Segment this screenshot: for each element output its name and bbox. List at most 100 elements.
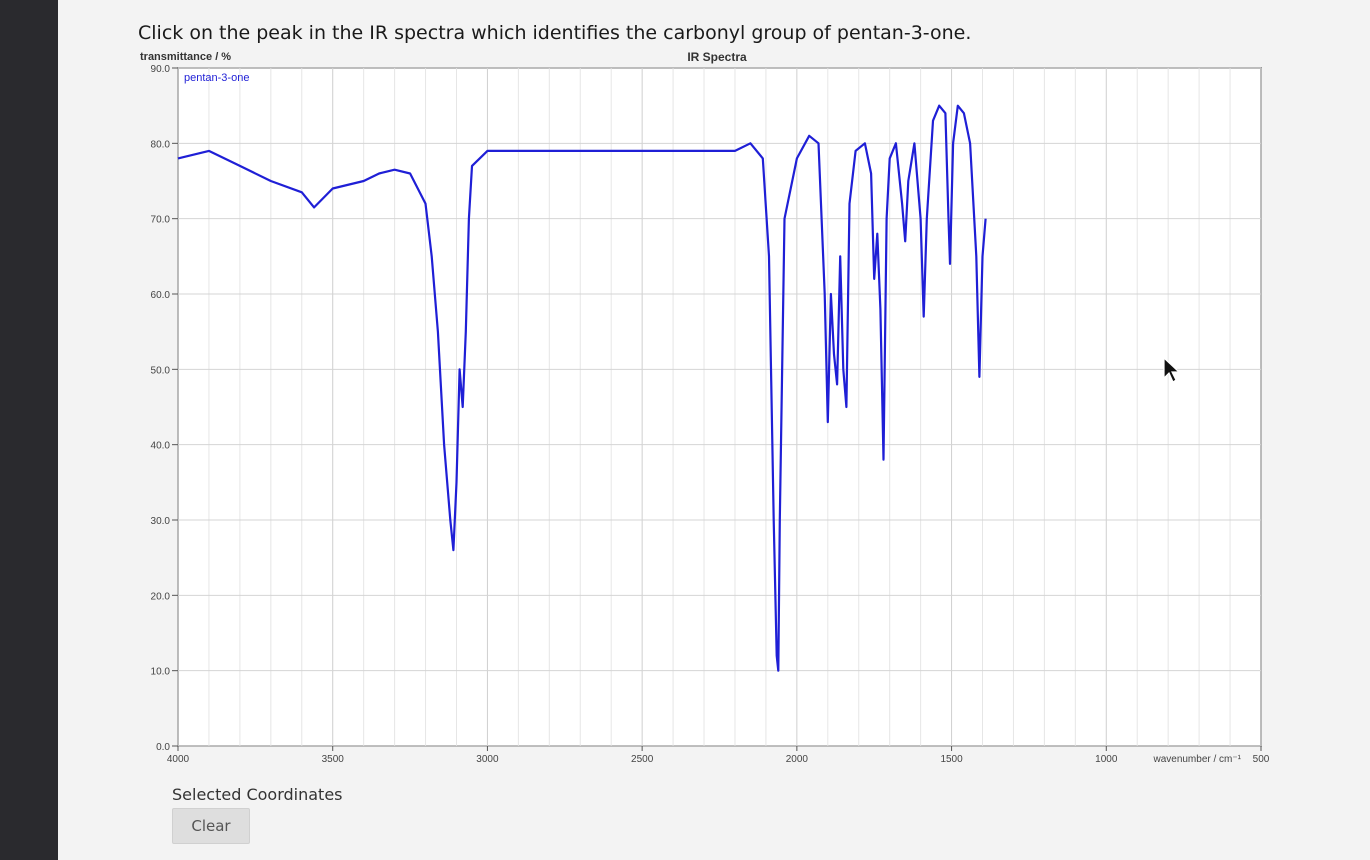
spectrum-point[interactable] bbox=[921, 314, 926, 319]
spectrum-point[interactable] bbox=[906, 179, 911, 184]
ir-spectrum-chart[interactable]: transmittance / % IR Spectra 0.0 10.0 20.0… bbox=[58, 0, 1370, 780]
spectrum-point[interactable] bbox=[887, 156, 892, 161]
spectrum-point[interactable] bbox=[847, 201, 852, 206]
selected-coordinates-label: Selected Coordinates bbox=[172, 785, 343, 804]
spectrum-point[interactable] bbox=[831, 352, 836, 357]
spectrum-point[interactable] bbox=[951, 141, 956, 146]
spectrum-point[interactable] bbox=[774, 653, 779, 658]
spectrum-point[interactable] bbox=[961, 111, 966, 116]
spectrum-point[interactable] bbox=[794, 156, 799, 161]
spectrum-point[interactable] bbox=[237, 163, 242, 168]
spectrum-point[interactable] bbox=[943, 111, 948, 116]
spectrum-point[interactable] bbox=[466, 216, 471, 221]
chart-title: IR Spectra bbox=[687, 50, 747, 64]
spectrum-point[interactable] bbox=[900, 201, 905, 206]
spectrum-point[interactable] bbox=[968, 141, 973, 146]
spectrum-point[interactable] bbox=[748, 141, 753, 146]
spectrum-point[interactable] bbox=[299, 190, 304, 195]
clear-button[interactable]: Clear bbox=[172, 808, 250, 844]
spectrum-point[interactable] bbox=[869, 171, 874, 176]
spectrum-point[interactable] bbox=[435, 329, 440, 334]
spectrum-point[interactable] bbox=[924, 216, 929, 221]
spectrum-point[interactable] bbox=[977, 374, 982, 379]
x-tick-label: 2500 bbox=[631, 754, 654, 765]
spectrum-point[interactable] bbox=[838, 254, 843, 259]
spectrum-point[interactable] bbox=[946, 216, 951, 221]
spectrum-point[interactable] bbox=[451, 548, 456, 553]
mouse-cursor-icon bbox=[1163, 356, 1181, 383]
y-tick-label: 50.0 bbox=[151, 365, 171, 376]
spectrum-point[interactable] bbox=[463, 329, 468, 334]
spectrum-point[interactable] bbox=[931, 118, 936, 123]
spectrum-point[interactable] bbox=[442, 442, 447, 447]
spectrum-point[interactable] bbox=[872, 276, 877, 281]
spectrum-point[interactable] bbox=[893, 141, 898, 146]
spectrum-point[interactable] bbox=[948, 261, 953, 266]
y-tick-label: 60.0 bbox=[151, 290, 171, 301]
spectrum-point[interactable] bbox=[460, 405, 465, 410]
spectrum-point[interactable] bbox=[312, 205, 317, 210]
spectrum-point[interactable] bbox=[771, 518, 776, 523]
spectrum-point[interactable] bbox=[429, 254, 434, 259]
x-tick-label: 2000 bbox=[786, 754, 809, 765]
spectrum-point[interactable] bbox=[640, 148, 645, 153]
spectrum-point[interactable] bbox=[903, 239, 908, 244]
spectrum-point[interactable] bbox=[448, 518, 453, 523]
spectrum-point[interactable] bbox=[807, 133, 812, 138]
y-axis-label: transmittance / % bbox=[140, 51, 231, 63]
spectrum-point[interactable] bbox=[777, 518, 782, 523]
spectrum-point[interactable] bbox=[825, 420, 830, 425]
spectrum-point[interactable] bbox=[330, 186, 335, 191]
spectrum-point[interactable] bbox=[955, 103, 960, 108]
spectrum-point[interactable] bbox=[457, 367, 462, 372]
series-line-pentan-3-one[interactable] bbox=[177, 104, 987, 672]
spectrum-point[interactable] bbox=[816, 141, 821, 146]
plot-area[interactable] bbox=[177, 67, 1262, 747]
y-tick-label: 20.0 bbox=[151, 591, 171, 602]
spectrum-point[interactable] bbox=[844, 405, 849, 410]
spectrum-point[interactable] bbox=[875, 231, 880, 236]
spectrum-point[interactable] bbox=[732, 148, 737, 153]
spectrum-point[interactable] bbox=[884, 216, 889, 221]
spectrum-point[interactable] bbox=[835, 382, 840, 387]
spectrum-point[interactable] bbox=[485, 148, 490, 153]
spectrum-point[interactable] bbox=[469, 163, 474, 168]
spectrum-point[interactable] bbox=[767, 254, 772, 259]
spectrum-point[interactable] bbox=[937, 103, 942, 108]
spectrum-point[interactable] bbox=[176, 156, 181, 161]
y-tick-label: 80.0 bbox=[151, 139, 171, 150]
y-tick-label: 90.0 bbox=[151, 64, 171, 75]
x-axis-ticks: 4000 3500 3000 2500 2000 1500 1000 500 bbox=[167, 746, 1270, 765]
spectrum-point[interactable] bbox=[408, 171, 413, 176]
spectrum-point[interactable] bbox=[392, 167, 397, 172]
spectrum-point[interactable] bbox=[423, 201, 428, 206]
spectrum-point[interactable] bbox=[782, 216, 787, 221]
y-axis-ticks: 0.0 10.0 20.0 30.0 40.0 50.0 60.0 70.0 80.0 90.0 bbox=[151, 64, 178, 753]
spectrum-point[interactable] bbox=[878, 307, 883, 312]
spectrum-point[interactable] bbox=[776, 668, 781, 673]
spectrum-point[interactable] bbox=[983, 216, 988, 221]
spectrum-point[interactable] bbox=[853, 148, 858, 153]
spectrum-point[interactable] bbox=[268, 179, 273, 184]
spectrum-point[interactable] bbox=[760, 156, 765, 161]
x-tick-label: 1500 bbox=[940, 754, 963, 765]
spectrum-point[interactable] bbox=[974, 254, 979, 259]
spectrum-point[interactable] bbox=[828, 292, 833, 297]
spectrum-point[interactable] bbox=[980, 254, 985, 259]
spectrum-point[interactable] bbox=[547, 148, 552, 153]
chart-svg[interactable]: transmittance / % IR Spectra 0.0 10.0 20.0… bbox=[58, 0, 1370, 780]
y-tick-label: 10.0 bbox=[151, 667, 171, 678]
spectrum-point[interactable] bbox=[822, 292, 827, 297]
spectrum-point[interactable] bbox=[454, 480, 459, 485]
x-axis-label: wavenumber / cm⁻¹ bbox=[1152, 754, 1241, 765]
x-tick-label: 3500 bbox=[322, 754, 345, 765]
spectrum-point[interactable] bbox=[918, 216, 923, 221]
spectrum-point[interactable] bbox=[377, 171, 382, 176]
spectrum-point[interactable] bbox=[862, 141, 867, 146]
y-tick-label: 0.0 bbox=[156, 742, 170, 753]
spectrum-point[interactable] bbox=[206, 148, 211, 153]
spectrum-point[interactable] bbox=[361, 179, 366, 184]
spectrum-point[interactable] bbox=[881, 457, 886, 462]
spectrum-point[interactable] bbox=[841, 367, 846, 372]
spectrum-point[interactable] bbox=[912, 141, 917, 146]
